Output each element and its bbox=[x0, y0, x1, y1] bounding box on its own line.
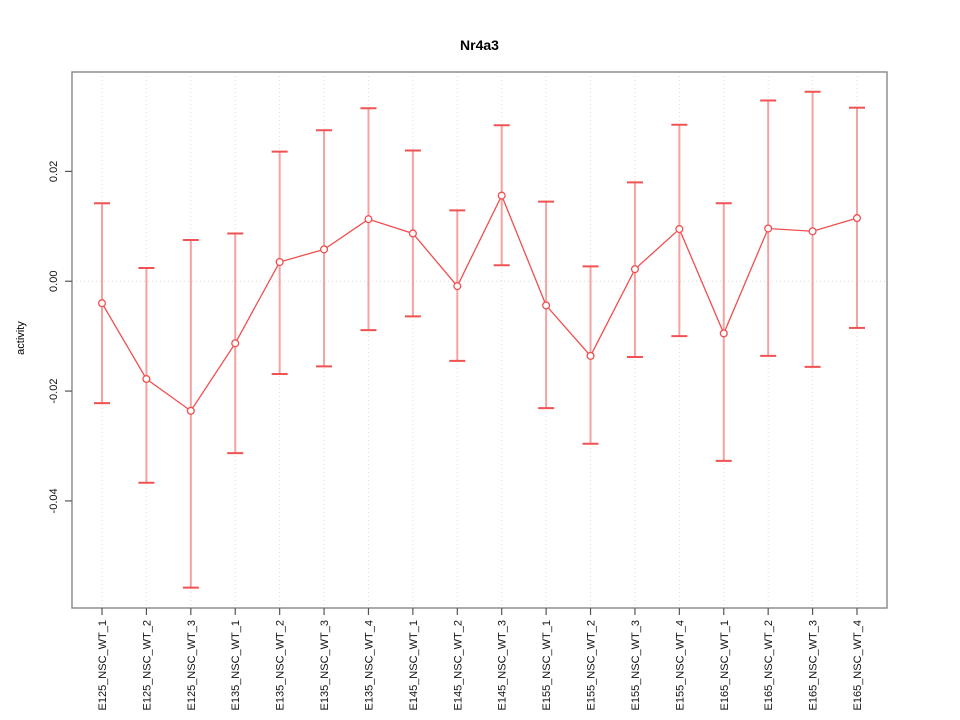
data-point bbox=[275, 257, 284, 267]
data-point bbox=[630, 265, 639, 274]
data-point bbox=[719, 329, 728, 338]
data-point bbox=[408, 229, 417, 238]
data-point bbox=[453, 282, 462, 291]
x-category-label: E135_NSC_WT_4 bbox=[363, 620, 375, 711]
data-point bbox=[586, 351, 595, 360]
data-point bbox=[852, 214, 862, 223]
x-category-label: E145_NSC_WT_1 bbox=[408, 620, 420, 711]
series-line bbox=[101, 193, 858, 412]
x-category-label: E135_NSC_WT_2 bbox=[275, 620, 287, 711]
x-category-label: E155_NSC_WT_3 bbox=[630, 620, 642, 711]
data-point bbox=[186, 406, 195, 415]
x-category-label: E135_NSC_WT_1 bbox=[230, 620, 242, 711]
data-point bbox=[142, 374, 151, 384]
data-point bbox=[231, 339, 240, 348]
x-category-label: E125_NSC_WT_1 bbox=[97, 620, 109, 711]
y-tick-label: -0.04 bbox=[48, 488, 60, 513]
x-category-label: E155_NSC_WT_1 bbox=[541, 620, 553, 711]
x-category-label: E165_NSC_WT_4 bbox=[852, 620, 864, 711]
x-category-label: E125_NSC_WT_3 bbox=[186, 620, 198, 711]
data-point bbox=[675, 225, 684, 234]
data-point bbox=[97, 299, 107, 308]
x-category-label: E135_NSC_WT_3 bbox=[319, 620, 331, 711]
plot-border bbox=[71, 71, 888, 609]
chart-title: Nr4a3 bbox=[460, 37, 499, 53]
y-tick-label: 0.02 bbox=[48, 161, 60, 182]
x-category-label: E125_NSC_WT_2 bbox=[141, 620, 153, 711]
data-point bbox=[364, 215, 373, 224]
y-tick-label: 0.00 bbox=[48, 271, 60, 292]
x-category-label: E145_NSC_WT_3 bbox=[497, 620, 509, 711]
data-point bbox=[320, 245, 329, 254]
x-category-label: E165_NSC_WT_1 bbox=[719, 620, 731, 711]
data-point bbox=[764, 224, 773, 233]
data-point bbox=[542, 301, 551, 310]
x-category-label: E155_NSC_WT_2 bbox=[586, 620, 598, 711]
x-category-label: E155_NSC_WT_4 bbox=[674, 620, 686, 711]
data-point bbox=[497, 191, 506, 200]
data-point bbox=[808, 227, 817, 236]
x-category-label: E165_NSC_WT_3 bbox=[808, 620, 820, 711]
y-tick-label: -0.02 bbox=[48, 379, 60, 404]
x-category-label: E165_NSC_WT_2 bbox=[763, 620, 775, 711]
x-category-label: E145_NSC_WT_2 bbox=[452, 620, 464, 711]
